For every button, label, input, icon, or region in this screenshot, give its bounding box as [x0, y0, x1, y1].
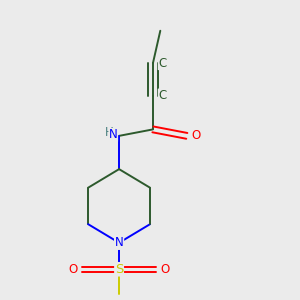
- Text: O: O: [161, 263, 170, 276]
- Text: N: N: [109, 128, 118, 142]
- Text: C: C: [158, 57, 166, 70]
- Text: C: C: [158, 89, 166, 102]
- Text: O: O: [191, 129, 200, 142]
- Text: N: N: [115, 236, 124, 249]
- Text: S: S: [115, 263, 123, 276]
- Text: O: O: [68, 263, 77, 276]
- Text: H: H: [104, 126, 113, 140]
